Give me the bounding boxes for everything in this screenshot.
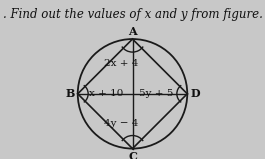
Text: D: D [190,88,200,99]
Text: A: A [128,26,137,37]
Text: B: B [65,88,75,99]
Text: 2x + 4: 2x + 4 [104,59,138,68]
Text: 5y + 5: 5y + 5 [139,89,173,98]
Text: x + 10: x + 10 [89,89,123,98]
Text: C: C [128,151,137,159]
Text: . Find out the values of x and y from figure.: . Find out the values of x and y from fi… [3,8,262,21]
Text: 4y − 4: 4y − 4 [104,119,138,128]
